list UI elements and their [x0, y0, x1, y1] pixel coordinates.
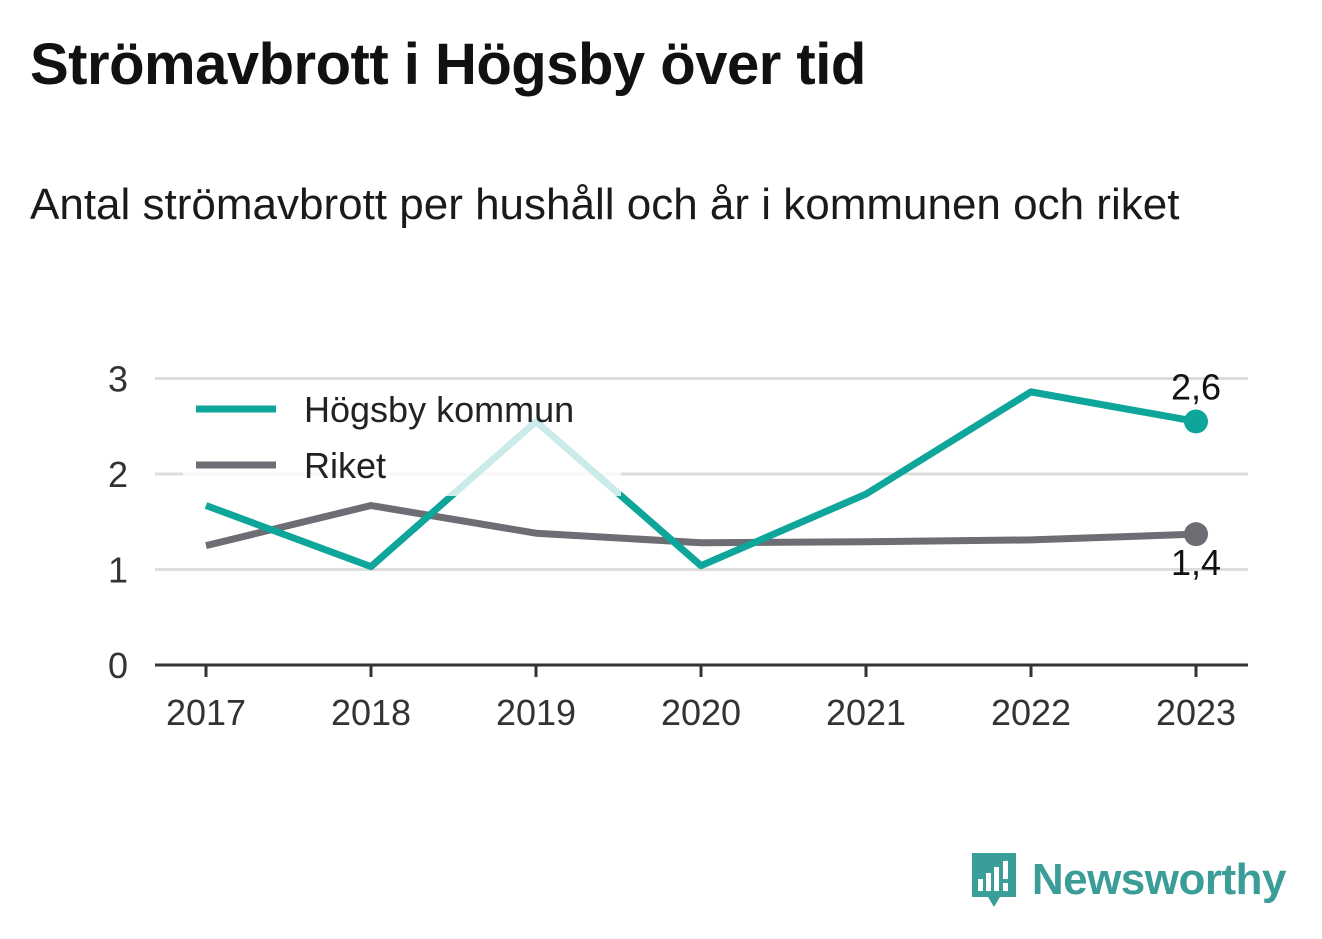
- x-tick-label: 2022: [991, 692, 1071, 733]
- legend-background: [183, 380, 621, 496]
- end-value-label: 1,4: [1171, 542, 1221, 583]
- series-line-hogsby: [204, 388, 1197, 571]
- legend-label: Högsby kommun: [304, 389, 574, 430]
- bar-chart-speech-bubble-icon: [971, 853, 1016, 907]
- chart-title: Strömavbrott i Högsby över tid: [30, 32, 866, 97]
- y-tick-label: 1: [108, 550, 128, 591]
- brand-name: Newsworthy: [1031, 855, 1287, 904]
- x-tick-label: 2023: [1156, 692, 1236, 733]
- end-value-label: 2,6: [1171, 366, 1221, 407]
- x-tick-label: 2018: [331, 692, 411, 733]
- chart-subtitle: Antal strömavbrott per hushåll och år i …: [30, 180, 1180, 229]
- x-tick-label: 2021: [826, 692, 906, 733]
- brand-logo: Newsworthy: [970, 851, 1287, 909]
- end-point-riket: [1184, 522, 1208, 547]
- end-point-hogsby: [1184, 409, 1208, 434]
- x-tick-label: 2017: [166, 692, 246, 733]
- y-tick-label: 2: [108, 454, 128, 495]
- x-tick-label: 2020: [661, 692, 741, 733]
- legend: Högsby kommun Riket: [183, 380, 621, 496]
- y-tick-label: 0: [108, 645, 128, 686]
- x-tick-label: 2019: [496, 692, 576, 733]
- series-line-riket: [205, 502, 1197, 550]
- legend-label: Riket: [304, 445, 386, 486]
- y-tick-label: 3: [108, 359, 128, 400]
